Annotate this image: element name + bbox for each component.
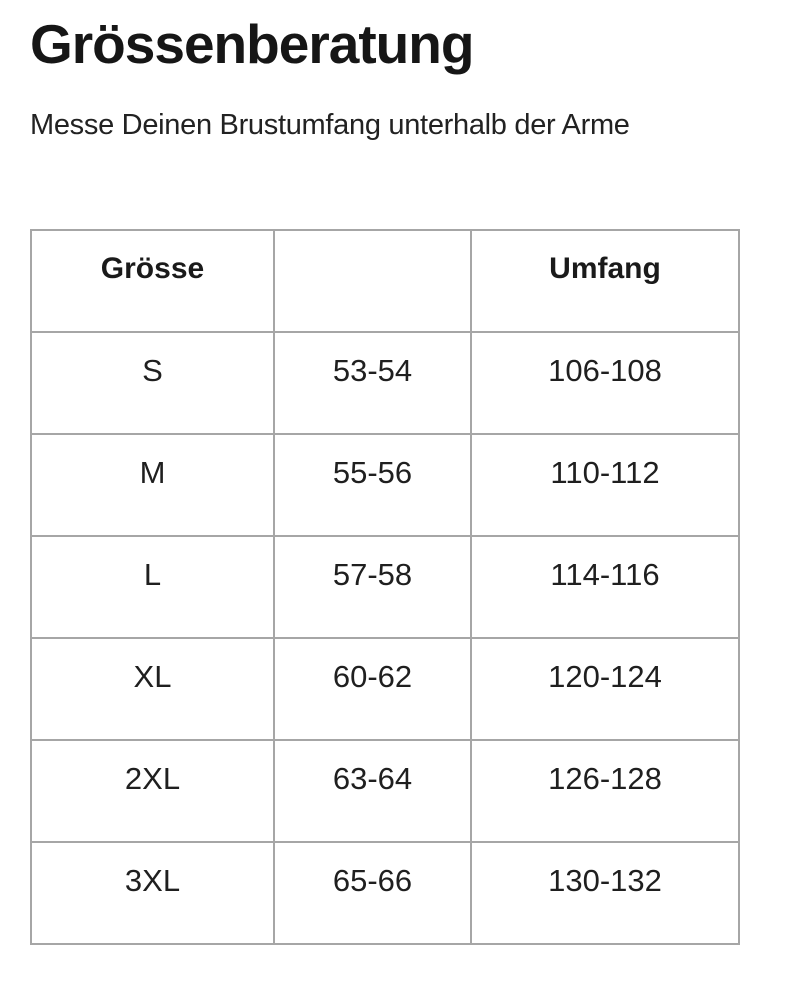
circumference-cell: 120-124: [470, 637, 740, 741]
circumference-cell: 126-128: [470, 739, 740, 843]
header-cell-size: Grösse: [30, 229, 275, 333]
page-title: Grössenberatung: [30, 13, 474, 75]
measure-cell: 63-64: [273, 739, 472, 843]
size-value: 2XL: [124, 761, 181, 796]
measure-value: 55-56: [332, 455, 413, 490]
table-row: 3XL 65-66 130-132: [30, 841, 740, 945]
size-cell: S: [30, 331, 275, 435]
size-cell: XL: [30, 637, 275, 741]
measure-cell: 57-58: [273, 535, 472, 639]
size-value: 3XL: [124, 863, 181, 898]
header-cell-circumference: Umfang: [470, 229, 740, 333]
circumference-value: 130-132: [548, 863, 662, 898]
measure-value: 60-62: [332, 659, 413, 694]
circumference-cell: 110-112: [470, 433, 740, 537]
measure-cell: 60-62: [273, 637, 472, 741]
circumference-value: 126-128: [548, 761, 662, 796]
size-table: Grösse Umfang S 53-54 106-108: [30, 229, 740, 945]
size-guide-page: Grössenberatung Messe Deinen Brustumfang…: [30, 13, 740, 945]
header-circumference-label: Umfang: [549, 252, 661, 285]
measure-value: 57-58: [332, 557, 413, 592]
size-cell: 3XL: [30, 841, 275, 945]
table-header-row: Grösse Umfang: [30, 229, 740, 333]
size-value: S: [142, 353, 163, 388]
table-row: S 53-54 106-108: [30, 331, 740, 435]
circumference-cell: 114-116: [470, 535, 740, 639]
measure-value: 63-64: [332, 761, 413, 796]
table-row: L 57-58 114-116: [30, 535, 740, 639]
table-row: M 55-56 110-112: [30, 433, 740, 537]
table-row: 2XL 63-64 126-128: [30, 739, 740, 843]
size-cell: M: [30, 433, 275, 537]
measure-value: 53-54: [332, 353, 413, 388]
size-value: L: [143, 557, 162, 592]
circumference-value: 114-116: [550, 557, 660, 592]
size-value: XL: [133, 659, 172, 694]
page-subtitle: Messe Deinen Brustumfang unterhalb der A…: [30, 109, 630, 141]
header-cell-spacer: [273, 229, 472, 333]
measure-cell: 55-56: [273, 433, 472, 537]
header-size-label: Grösse: [100, 252, 205, 285]
size-value: M: [139, 455, 166, 490]
circumference-cell: 106-108: [470, 331, 740, 435]
circumference-value: 120-124: [548, 659, 662, 694]
measure-cell: 53-54: [273, 331, 472, 435]
size-cell: L: [30, 535, 275, 639]
circumference-cell: 130-132: [470, 841, 740, 945]
measure-value: 65-66: [332, 863, 413, 898]
size-cell: 2XL: [30, 739, 275, 843]
table-row: XL 60-62 120-124: [30, 637, 740, 741]
circumference-value: 110-112: [550, 455, 660, 490]
measure-cell: 65-66: [273, 841, 472, 945]
circumference-value: 106-108: [548, 353, 662, 388]
